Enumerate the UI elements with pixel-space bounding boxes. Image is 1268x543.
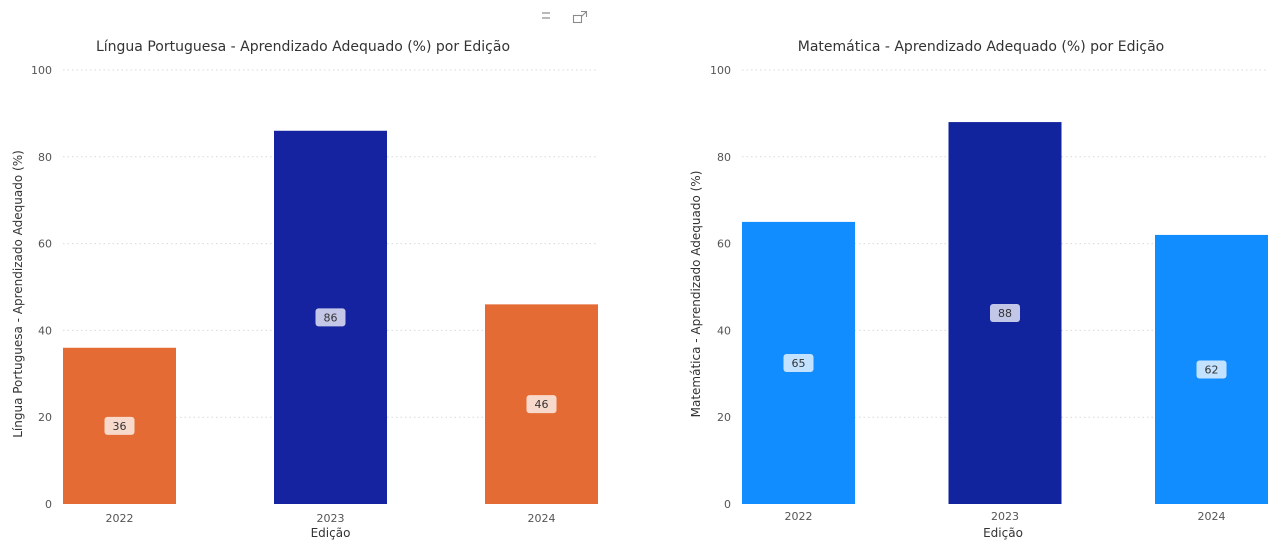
visual-header-toolbar [538, 10, 588, 24]
data-label-2023: 86 [315, 308, 346, 327]
data-label-text: 88 [998, 307, 1012, 320]
y-tick-label: 100 [31, 64, 52, 77]
y-tick-label: 80 [717, 151, 731, 164]
x-tick-label: 2023 [317, 512, 345, 525]
focus-mode-icon[interactable] [572, 10, 588, 24]
data-label-2022: 36 [104, 416, 135, 435]
x-tick-label: 2022 [785, 510, 813, 523]
x-tick-label: 2024 [1198, 510, 1226, 523]
data-label-background [526, 395, 557, 414]
filter-icon[interactable] [538, 10, 554, 24]
x-axis-label: Edição [983, 526, 1023, 540]
x-tick-label: 2024 [528, 512, 556, 525]
data-label-text: 86 [324, 311, 338, 324]
data-label-background [1196, 360, 1227, 379]
data-label-text: 65 [792, 357, 806, 370]
data-label-2024: 46 [526, 395, 557, 414]
x-axis-label: Edição [311, 526, 351, 540]
chart-title: Matemática - Aprendizado Adequado (%) po… [798, 39, 1164, 55]
data-label-background [104, 416, 135, 435]
y-tick-label: 80 [38, 151, 52, 164]
data-label-background [783, 353, 814, 372]
data-label-text: 46 [535, 398, 549, 411]
y-tick-label: 0 [724, 498, 731, 511]
y-tick-label: 0 [45, 498, 52, 511]
chart-title: Língua Portuguesa - Aprendizado Adequado… [96, 39, 510, 55]
y-tick-label: 20 [717, 411, 731, 424]
y-tick-label: 60 [717, 238, 731, 251]
y-tick-label: 100 [710, 64, 731, 77]
y-tick-label: 60 [38, 238, 52, 251]
y-tick-label: 40 [717, 324, 731, 337]
y-tick-label: 40 [38, 324, 52, 337]
x-tick-label: 2023 [991, 510, 1019, 523]
data-label-background [990, 304, 1020, 323]
x-tick-label: 2022 [106, 512, 134, 525]
y-axis-label: Língua Portuguesa - Aprendizado Adequado… [11, 150, 25, 438]
y-tick-label: 20 [38, 411, 52, 424]
data-label-text: 62 [1205, 363, 1219, 376]
data-label-text: 36 [113, 420, 127, 433]
data-label-background [315, 308, 346, 327]
chart-2: Matemática - Aprendizado Adequado (%) po… [689, 39, 1268, 540]
data-label-2022: 65 [783, 353, 814, 372]
data-label-2023: 88 [990, 304, 1020, 323]
chart-1: Língua Portuguesa - Aprendizado Adequado… [11, 39, 598, 540]
data-label-2024: 62 [1196, 360, 1227, 379]
y-axis-label: Matemática - Aprendizado Adequado (%) [689, 171, 703, 418]
